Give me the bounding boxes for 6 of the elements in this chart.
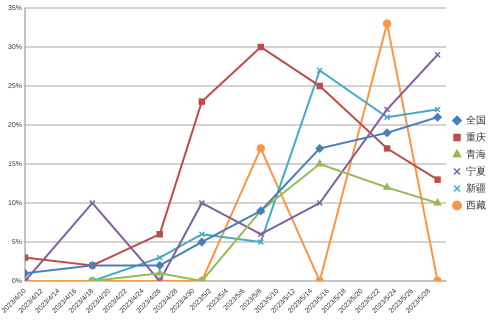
legend-label: 西藏 xyxy=(466,199,486,212)
legend-label: 重庆 xyxy=(466,131,486,144)
legend-label: 青海 xyxy=(466,148,486,160)
legend-label: 新疆 xyxy=(466,182,486,194)
legend-label: 全国 xyxy=(466,114,486,126)
legend-label: 宁夏 xyxy=(466,165,486,178)
